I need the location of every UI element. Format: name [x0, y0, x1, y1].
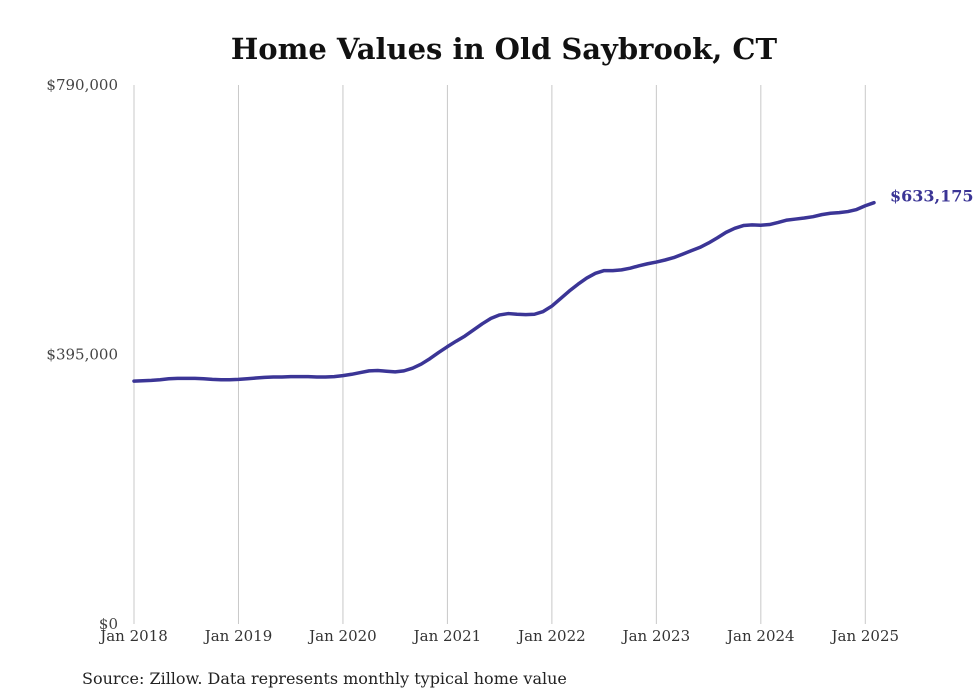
source-note: Source: Zillow. Data represents monthly … — [82, 669, 567, 688]
x-tick-label: Jan 2025 — [830, 627, 900, 645]
x-tick-label: Jan 2022 — [516, 627, 586, 645]
chart-title: Home Values in Old Saybrook, CT — [231, 32, 778, 66]
gridlines — [133, 85, 866, 624]
x-tick-label: Jan 2023 — [621, 627, 691, 645]
y-tick-label: $790,000 — [46, 76, 118, 94]
y-tick-label: $0 — [99, 615, 118, 633]
latest-value-label: $633,175 — [890, 187, 974, 206]
home-value-line — [132, 200, 876, 383]
x-tick-label: Jan 2018 — [98, 627, 168, 645]
x-axis-ticks: Jan 2018 Jan 2019 Jan 2020 Jan 2021 Jan 2022… — [98, 627, 899, 645]
x-tick-label: Jan 2021 — [412, 627, 482, 645]
x-tick-label: Jan 2019 — [203, 627, 273, 645]
y-axis-ticks: $0 $395,000 $790,000 — [46, 76, 118, 633]
y-tick-label: $395,000 — [46, 346, 118, 364]
x-tick-label: Jan 2020 — [307, 627, 377, 645]
x-tick-label: Jan 2024 — [725, 627, 795, 645]
